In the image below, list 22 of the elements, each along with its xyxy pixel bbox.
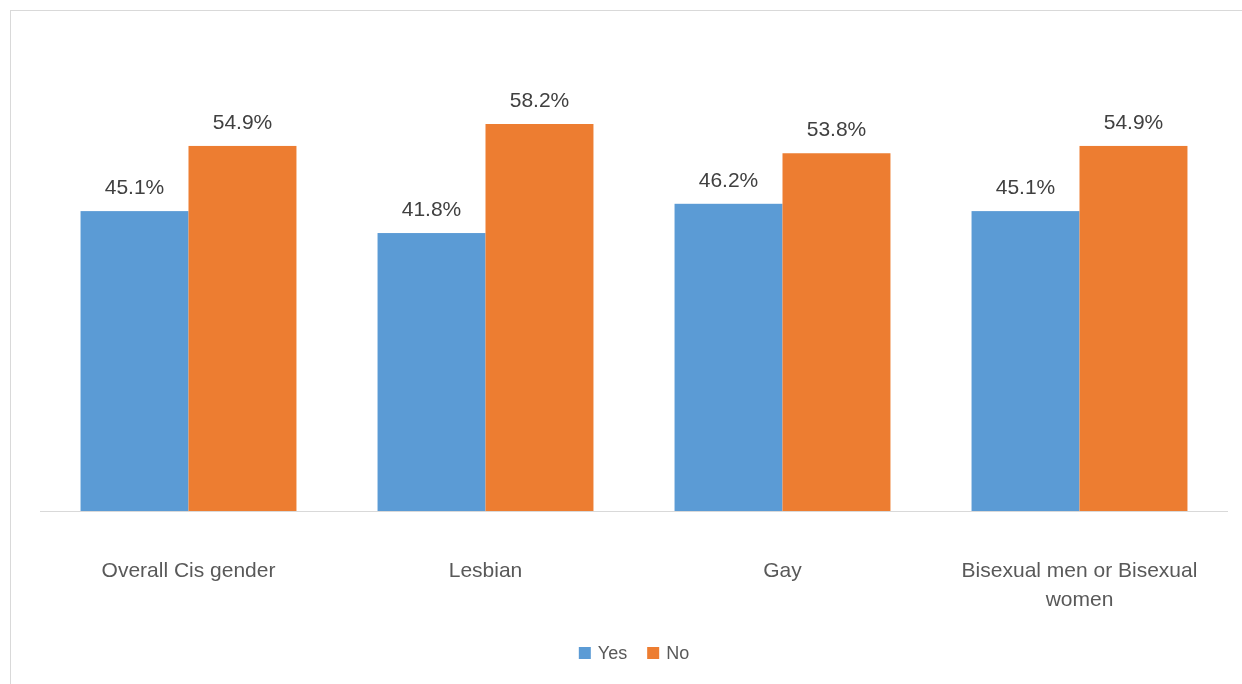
legend-label: Yes xyxy=(597,643,628,663)
x-tick-label: Gay xyxy=(763,558,803,581)
data-label: 45.1% xyxy=(995,175,1056,199)
bar xyxy=(485,124,594,511)
data-label: 53.8% xyxy=(806,117,867,141)
x-tick-label: Lesbian xyxy=(448,558,523,581)
bar xyxy=(377,233,486,511)
data-label: 54.9% xyxy=(1103,109,1164,133)
x-tick-label: Bisexual men or Bisexual women xyxy=(961,558,1198,610)
data-label: 54.9% xyxy=(212,109,273,133)
bar xyxy=(188,145,297,511)
bar xyxy=(782,153,891,511)
data-label: 58.2% xyxy=(509,88,570,111)
x-tick-label: Overall Cis gender xyxy=(101,558,276,581)
data-label: 45.1% xyxy=(104,175,165,199)
bar xyxy=(80,211,189,511)
data-label: 41.8% xyxy=(401,197,462,221)
data-label: 46.2% xyxy=(698,167,759,191)
bar xyxy=(674,203,783,511)
bar xyxy=(1079,145,1188,511)
legend-label: No xyxy=(666,643,690,663)
bar xyxy=(971,211,1080,511)
